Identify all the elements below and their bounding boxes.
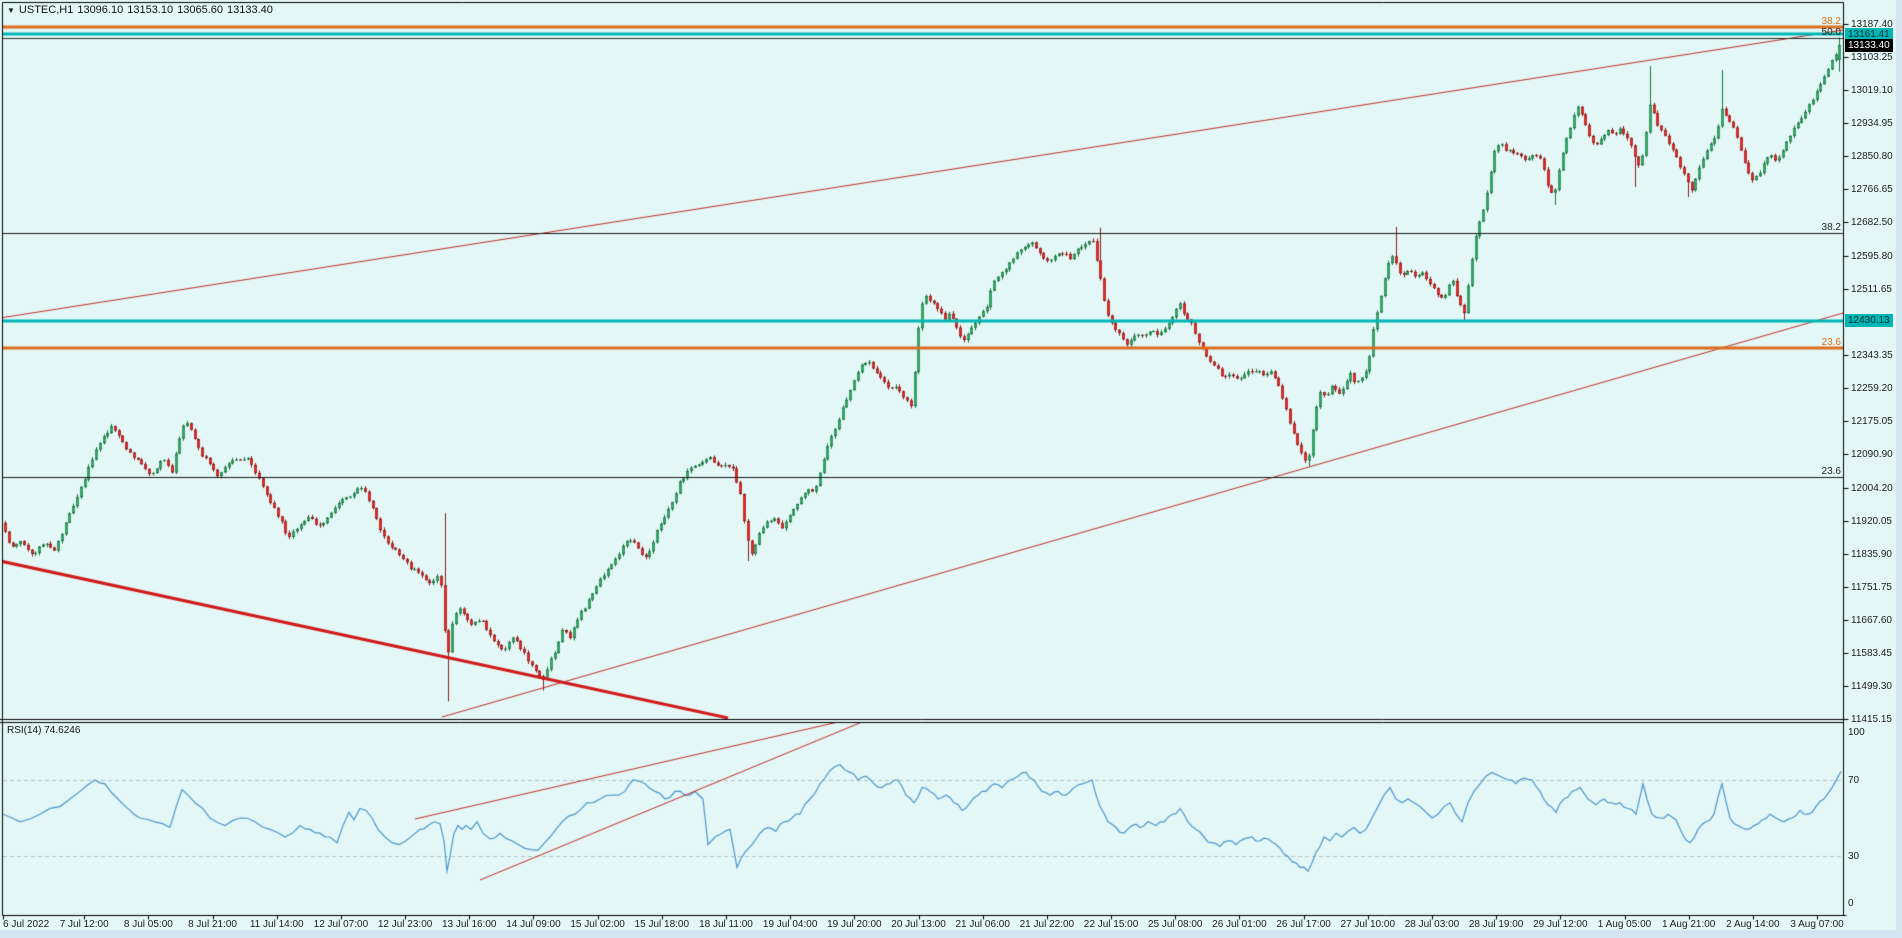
rsi-axis-label: 0 [1848, 897, 1854, 909]
price-axis-label: 12511.65 [1851, 283, 1892, 295]
rsi-indicator-value: 74.6246 [44, 725, 81, 736]
time-axis-label: 29 Jul 12:00 [1533, 919, 1588, 930]
ohlc-open: 13096.10 [77, 4, 124, 16]
price-axis-label: 12766.65 [1851, 183, 1893, 195]
price-axis-label: 12090.90 [1851, 448, 1893, 460]
price-tag: 12430.13 [1845, 314, 1893, 328]
price-axis-label: 13103.25 [1851, 51, 1893, 63]
fibo-level-label: 23.6 [1821, 337, 1841, 348]
price-axis-label: 11667.60 [1851, 614, 1892, 626]
price-axis-label: 13187.40 [1851, 18, 1893, 30]
time-axis-label: 20 Jul 13:00 [891, 919, 946, 930]
price-axis-label: 12682.50 [1851, 216, 1893, 228]
price-axis-label: 12175.05 [1851, 415, 1893, 427]
price-axis-label: 12259.20 [1851, 382, 1893, 394]
time-axis-label: 6 Jul 2022 [3, 919, 50, 930]
rsi-axis-label: 70 [1848, 774, 1860, 786]
price-tag: 13161.41 [1845, 27, 1893, 41]
price-axis-label: 12850.80 [1851, 150, 1893, 162]
time-axis-label: 13 Jul 16:00 [442, 919, 497, 930]
time-axis-label: 2 Aug 14:00 [1726, 919, 1780, 930]
time-axis-label: 12 Jul 07:00 [313, 919, 369, 930]
time-axis-label: 21 Jul 06:00 [955, 919, 1010, 930]
time-axis-label: 8 Jul 21:00 [188, 919, 237, 930]
rsi-indicator-name: RSI(14) [7, 725, 42, 736]
time-axis-label: 3 Aug 07:00 [1790, 919, 1844, 930]
ohlc-low: 13065.60 [177, 4, 223, 16]
rsi-axis-label: 100 [1848, 726, 1865, 738]
time-axis-label: 26 Jul 01:00 [1212, 919, 1267, 930]
time-axis-label: 25 Jul 08:00 [1147, 919, 1203, 930]
chart-symbol-period: USTEC,H1 [18, 4, 74, 16]
price-axis-label: 12934.95 [1851, 117, 1893, 129]
price-tag: 13133.40 [1845, 38, 1893, 52]
chart-title-bar: ▼ USTEC,H1 13096.10 13153.10 13065.60 13133.4… [7, 4, 277, 16]
time-axis-label: 14 Jul 09:00 [506, 919, 561, 930]
time-axis-label: 1 Aug 05:00 [1597, 919, 1652, 930]
time-axis-label: 28 Jul 19:00 [1468, 919, 1524, 930]
fibo-level-label: 38.2 [1821, 221, 1841, 233]
fibo-level-label: 23.6 [1821, 465, 1841, 477]
fibo-level-label: 50.0 [1821, 27, 1841, 38]
time-axis-label: 19 Jul 20:00 [827, 919, 882, 930]
price-axis-label: 11583.45 [1851, 647, 1892, 659]
time-axis-label: 28 Jul 03:00 [1404, 919, 1460, 930]
price-axis-label: 11499.30 [1851, 680, 1892, 692]
price-axis-label: 11415.15 [1851, 713, 1892, 725]
time-axis-label: 26 Jul 17:00 [1276, 919, 1331, 930]
rsi-axis-label: 30 [1848, 850, 1860, 862]
time-axis-label: 27 Jul 10:00 [1340, 919, 1396, 930]
price-axis-label: 11751.75 [1851, 581, 1892, 593]
fibo-level-label: 38.2 [1821, 15, 1841, 27]
time-axis-label: 19 Jul 04:00 [762, 919, 818, 930]
symbol-dropdown-icon[interactable]: ▼ [7, 6, 15, 15]
time-axis-label: 7 Jul 12:00 [59, 919, 109, 930]
time-axis-label: 18 Jul 11:00 [699, 919, 753, 930]
ohlc-close: 13133.40 [227, 4, 273, 16]
time-axis-label: 12 Jul 23:00 [377, 919, 433, 930]
ohlc-high: 13153.10 [127, 4, 174, 16]
price-axis-label: 11920.05 [1851, 515, 1892, 527]
price-axis-label: 13019.10 [1851, 84, 1893, 96]
time-axis-label: 22 Jul 15:00 [1083, 919, 1139, 930]
time-axis-label: 8 Jul 05:00 [123, 919, 173, 930]
time-axis-label: 11 Jul 14:00 [249, 919, 304, 930]
price-axis-label: 12595.80 [1851, 250, 1893, 262]
price-axis-label: 12343.35 [1851, 349, 1893, 361]
rsi-indicator-title: RSI(14) 74.6246 [7, 725, 80, 736]
time-axis-label: 15 Jul 02:00 [570, 919, 625, 930]
time-axis-label: 21 Jul 22:00 [1019, 919, 1075, 930]
time-axis-label: 1 Aug 21:00 [1661, 919, 1716, 930]
time-axis-label: 15 Jul 18:00 [634, 919, 690, 930]
price-axis-label: 11835.90 [1851, 548, 1892, 560]
price-axis-label: 12004.20 [1851, 482, 1893, 494]
